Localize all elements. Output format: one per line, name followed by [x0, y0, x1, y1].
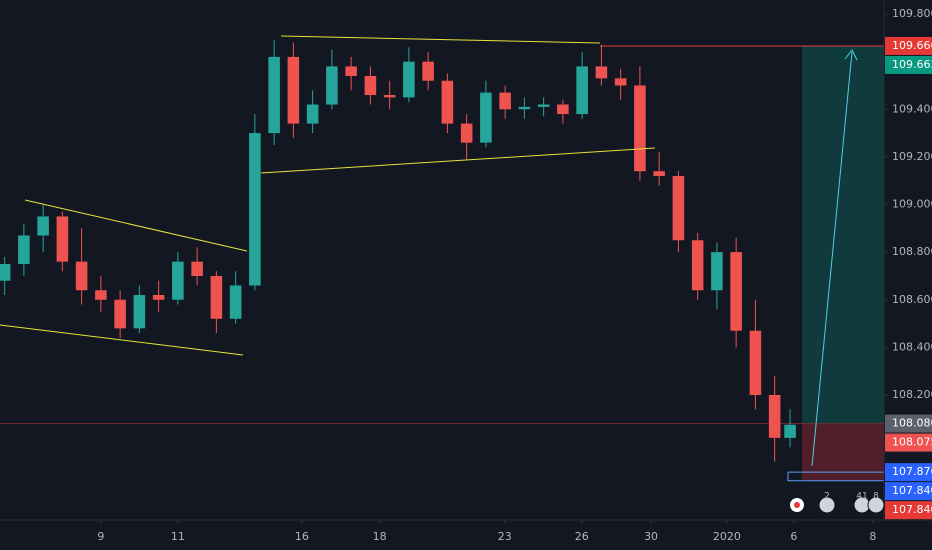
candle-body: [37, 216, 49, 236]
profit-zone: [802, 45, 884, 424]
y-tick-label: 108.600: [892, 293, 932, 306]
price-label-bg: [885, 414, 932, 433]
candle-body: [75, 261, 88, 291]
event-dot: [794, 502, 800, 508]
candle-body: [0, 264, 11, 281]
candle-body: [287, 56, 300, 124]
candle-body: [345, 66, 357, 76]
candle-body: [18, 235, 30, 265]
price-label-bg: [885, 482, 932, 501]
event-badge: [867, 496, 885, 514]
price-label: 107.840: [892, 503, 932, 516]
x-tick-label: 8: [869, 530, 876, 543]
candle-body: [672, 175, 685, 241]
trend-line: [280, 35, 601, 44]
candle-body: [403, 61, 415, 98]
candle-body: [480, 92, 492, 143]
candle-body: [95, 290, 107, 300]
target-arrow: [811, 51, 853, 467]
candle-body: [383, 95, 396, 98]
candle-body: [191, 261, 203, 276]
candle-body: [768, 395, 781, 438]
y-tick-label: 108.800: [892, 245, 932, 258]
event-count: 2: [824, 492, 830, 502]
price-label: 107.840: [892, 484, 932, 497]
event-count: 41: [856, 492, 867, 502]
event-badge: [818, 496, 836, 514]
candle-body: [56, 216, 69, 262]
x-tick-label: 26: [575, 530, 589, 543]
x-tick-label: 6: [790, 530, 797, 543]
candle-body: [634, 85, 646, 172]
price-label-bg: [885, 55, 932, 74]
price-label: 108.080: [892, 417, 932, 430]
candle-body: [152, 295, 165, 300]
x-tick-label: 2020: [713, 530, 741, 543]
arrow-head: [844, 49, 858, 61]
candle-body: [653, 171, 665, 176]
candle-body: [730, 252, 742, 331]
candle-body: [691, 240, 704, 291]
x-tick-label: 23: [498, 530, 512, 543]
candle-body: [441, 80, 454, 124]
trend-line: [24, 199, 248, 252]
x-tick-label: 30: [644, 530, 658, 543]
y-tick-label: 109.800: [892, 7, 932, 20]
x-tick-label: 18: [373, 530, 387, 543]
x-tick-label: 11: [171, 530, 185, 543]
price-label-bg: [885, 433, 932, 452]
price-label: 107.876: [892, 465, 932, 478]
candle-body: [249, 133, 261, 286]
price-label-bg: [885, 36, 932, 55]
candle-body: [422, 61, 434, 81]
trend-line: [0, 324, 244, 356]
candles: [0, 40, 796, 462]
event-count: 8: [873, 492, 879, 502]
candle-body: [326, 66, 338, 105]
candle-body: [614, 78, 627, 86]
candle-body: [210, 275, 223, 319]
position-layer: [0, 45, 884, 482]
candle-body: [518, 106, 531, 110]
candle-body: [306, 104, 319, 124]
candle-body: [133, 295, 146, 329]
price-label: 109.666: [892, 39, 932, 52]
candle-body: [114, 299, 126, 329]
price-label-bg: [885, 501, 932, 520]
y-tick-label: 109.200: [892, 150, 932, 163]
price-label: 109.663: [892, 58, 932, 71]
price-label-bg: [885, 463, 932, 482]
candle-body: [557, 104, 569, 115]
candle-body: [172, 261, 184, 300]
candle-body: [711, 252, 723, 291]
candle-body: [749, 330, 762, 395]
y-tick-label: 109.000: [892, 198, 932, 211]
y-tick-label: 108.200: [892, 388, 932, 401]
candle-body: [499, 92, 511, 110]
axes: 109.800109.600109.400109.200109.000108.8…: [97, 7, 932, 543]
candle-body: [229, 285, 242, 319]
level-bracket: [787, 472, 884, 482]
x-tick-label: 16: [295, 530, 309, 543]
candle-body: [576, 66, 588, 115]
price-label: 108.075: [892, 436, 932, 449]
y-tick-label: 109.400: [892, 102, 932, 115]
candle-body: [268, 56, 280, 134]
candle-body: [595, 66, 608, 79]
trend-line: [260, 147, 656, 174]
candle-body: [784, 424, 796, 438]
candle-body: [537, 104, 550, 107]
candle-body: [460, 123, 473, 143]
candle-body: [364, 75, 377, 95]
y-tick-label: 108.400: [892, 340, 932, 353]
x-tick-label: 9: [97, 530, 104, 543]
